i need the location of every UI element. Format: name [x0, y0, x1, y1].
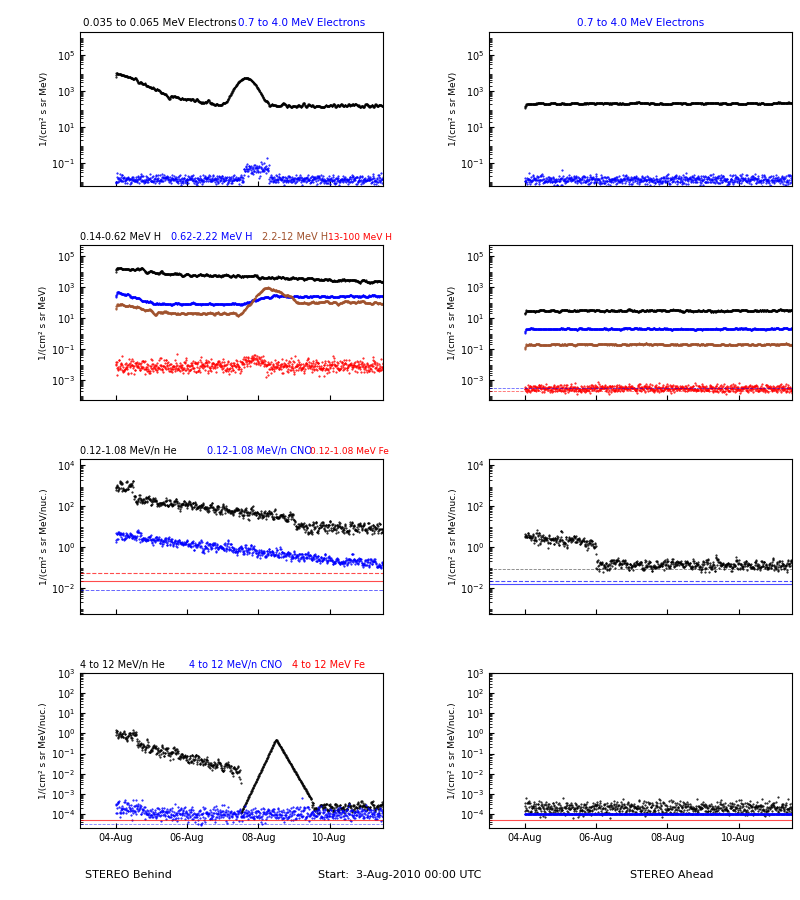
Text: 0.62-2.22 MeV H: 0.62-2.22 MeV H — [171, 232, 252, 242]
Text: STEREO Ahead: STEREO Ahead — [630, 869, 714, 879]
Text: 0.7 to 4.0 MeV Electrons: 0.7 to 4.0 MeV Electrons — [238, 18, 365, 29]
Y-axis label: 1/(cm² s sr MeV/nuc.): 1/(cm² s sr MeV/nuc.) — [39, 702, 48, 799]
Text: 0.12-1.08 MeV Fe: 0.12-1.08 MeV Fe — [310, 447, 389, 456]
Y-axis label: 1/(cm² s sr MeV/nuc.): 1/(cm² s sr MeV/nuc.) — [39, 489, 49, 585]
Text: STEREO Behind: STEREO Behind — [85, 869, 171, 879]
Text: 0.12-1.08 MeV/n He: 0.12-1.08 MeV/n He — [80, 446, 177, 456]
Text: 0.7 to 4.0 MeV Electrons: 0.7 to 4.0 MeV Electrons — [577, 18, 704, 29]
Text: 2.2-12 MeV H: 2.2-12 MeV H — [262, 232, 328, 242]
Text: 4 to 12 MeV Fe: 4 to 12 MeV Fe — [292, 660, 365, 670]
Text: 13-100 MeV H: 13-100 MeV H — [329, 233, 393, 242]
Y-axis label: 1/(cm² s sr MeV): 1/(cm² s sr MeV) — [39, 72, 49, 146]
Y-axis label: 1/(cm² s sr MeV): 1/(cm² s sr MeV) — [448, 285, 458, 360]
Y-axis label: 1/(cm² s sr MeV/nuc.): 1/(cm² s sr MeV/nuc.) — [448, 702, 457, 799]
Text: Start:  3-Aug-2010 00:00 UTC: Start: 3-Aug-2010 00:00 UTC — [318, 869, 482, 879]
Text: 0.12-1.08 MeV/n CNO: 0.12-1.08 MeV/n CNO — [207, 446, 312, 456]
Text: 0.035 to 0.065 MeV Electrons: 0.035 to 0.065 MeV Electrons — [83, 18, 237, 29]
Y-axis label: 1/(cm² s sr MeV/nuc.): 1/(cm² s sr MeV/nuc.) — [449, 489, 458, 585]
Y-axis label: 1/(cm² s sr MeV): 1/(cm² s sr MeV) — [449, 72, 458, 146]
Y-axis label: 1/(cm² s sr MeV): 1/(cm² s sr MeV) — [39, 285, 48, 360]
Text: 4 to 12 MeV/n CNO: 4 to 12 MeV/n CNO — [189, 660, 282, 670]
Text: 0.14-0.62 MeV H: 0.14-0.62 MeV H — [80, 232, 161, 242]
Text: 4 to 12 MeV/n He: 4 to 12 MeV/n He — [80, 660, 165, 670]
